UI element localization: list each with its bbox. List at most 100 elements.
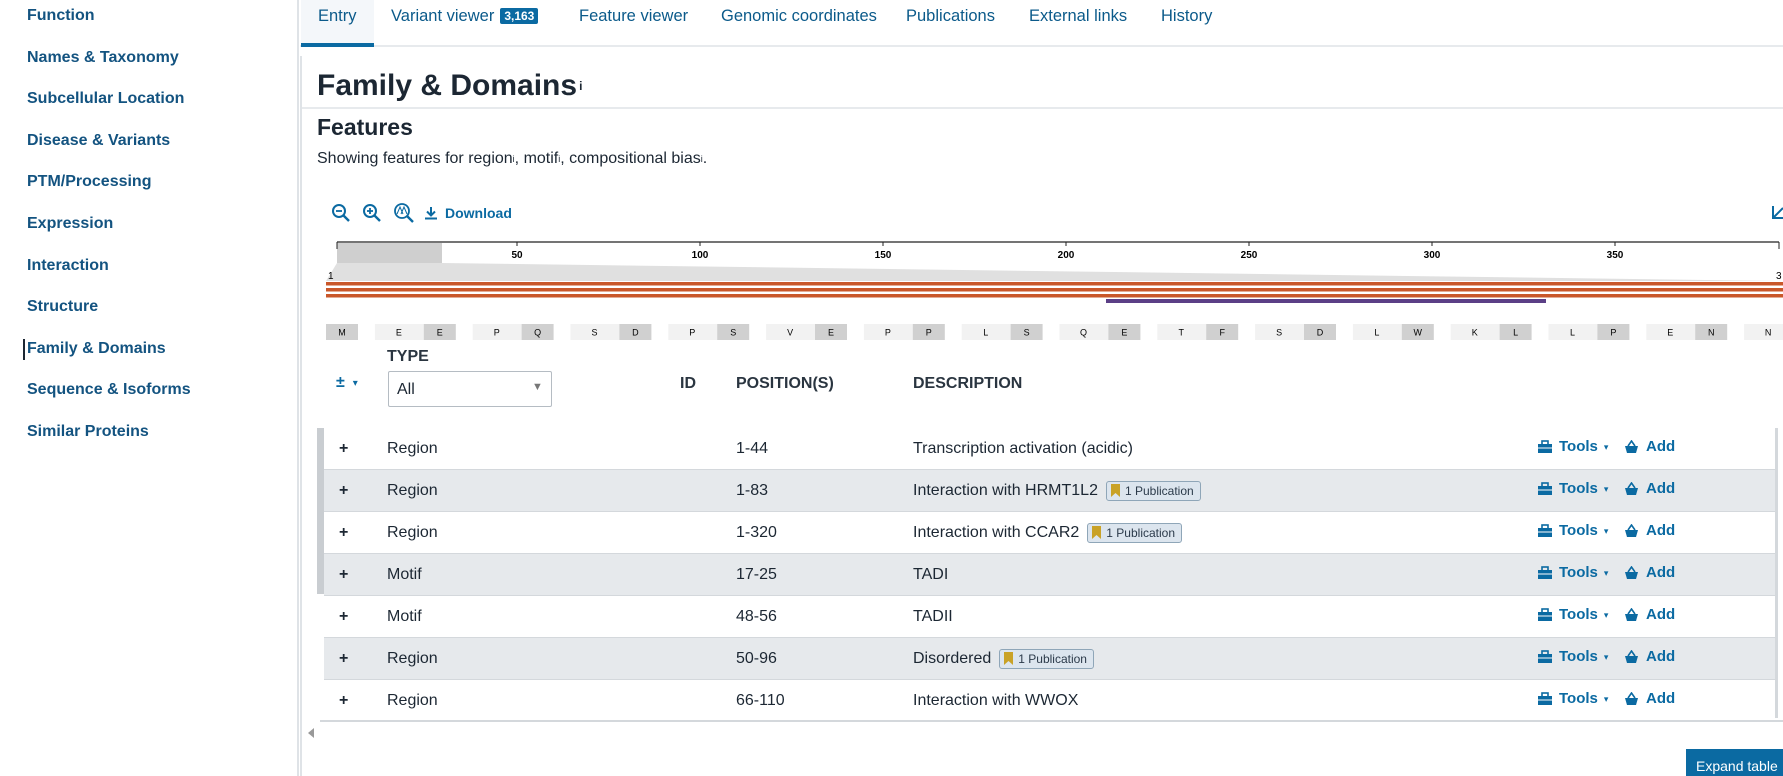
intro: Showing features for regioni, motifi, co…: [317, 149, 707, 169]
sidebar-link[interactable]: Expression: [27, 215, 114, 232]
tab[interactable]: Publications: [906, 6, 995, 26]
residue: N: [1708, 328, 1715, 338]
tools-label: Tools: [1559, 522, 1598, 539]
tools-menu[interactable]: Tools ▾: [1537, 479, 1608, 499]
tab[interactable]: Genomic coordinates: [721, 6, 877, 26]
info-icon[interactable]: i: [558, 154, 561, 164]
cell-description: TADII: [913, 607, 953, 627]
row-scroll-bar: [317, 428, 324, 594]
zoom-out-button[interactable]: [331, 203, 351, 223]
add-label: Add: [1646, 522, 1676, 539]
tools-caret: ▾: [1603, 568, 1609, 578]
sidebar-link[interactable]: Subcellular Location: [27, 90, 185, 107]
tools-menu[interactable]: Tools ▾: [1537, 689, 1608, 709]
expand-table-button[interactable]: Expand table: [1686, 749, 1783, 776]
add-basket[interactable]: Add: [1624, 647, 1675, 667]
download-button[interactable]: Download: [424, 203, 512, 223]
expand-row[interactable]: +: [339, 440, 349, 457]
residue: P: [494, 328, 500, 338]
add-basket[interactable]: Add: [1624, 437, 1675, 457]
sidebar-link[interactable]: Disease & Variants: [27, 132, 171, 149]
cell-description: Interaction with WWOX: [913, 691, 1078, 711]
sidebar-link[interactable]: Function: [27, 7, 95, 24]
tab[interactable]: Entry: [318, 6, 357, 26]
toggle-all[interactable]: ± ▾: [336, 374, 358, 392]
publication-label: 1 Publication: [1106, 526, 1176, 540]
tab[interactable]: Feature viewer: [579, 6, 688, 26]
cell-positions: 1-44: [736, 440, 769, 457]
toolbox-icon: [1538, 440, 1552, 453]
tools-caret: ▾: [1603, 526, 1609, 536]
scroll-left[interactable]: [307, 728, 315, 738]
residue-bg: [1255, 324, 1304, 340]
tab[interactable]: External links: [1029, 6, 1127, 26]
toolbox-icon: [1538, 566, 1552, 579]
residue-bg: [570, 324, 620, 340]
cell-type: Region: [387, 650, 438, 667]
filter-caret: ▼: [532, 381, 543, 393]
residue: S: [1024, 328, 1030, 338]
tab-label: Feature viewer: [579, 7, 689, 25]
reset-zoom-button[interactable]: [393, 203, 415, 223]
sidebar-link[interactable]: Structure: [27, 298, 99, 315]
cell-description: Interaction with HRMT1L2 1 Publication: [913, 481, 1201, 501]
expand-row[interactable]: +: [339, 566, 349, 583]
tools-menu[interactable]: Tools ▾: [1537, 563, 1608, 583]
download-label: Download: [445, 205, 512, 221]
add-basket[interactable]: Add: [1624, 689, 1675, 709]
tools-caret: ▾: [1603, 442, 1609, 452]
publication-badge[interactable]: 1 Publication: [1087, 523, 1183, 543]
residue: K: [1472, 328, 1478, 338]
ruler-tick-label: 350: [1607, 250, 1624, 261]
residue-bg: [1401, 324, 1434, 340]
description-text: Disordered: [913, 650, 992, 667]
cell-positions: 66-110: [736, 692, 785, 709]
sidebar-link[interactable]: Similar Proteins: [27, 423, 149, 440]
info-icon[interactable]: i: [700, 154, 703, 164]
type-filter[interactable]: All ▼: [388, 371, 552, 407]
tools-caret: ▾: [1603, 484, 1609, 494]
fullscreen-button[interactable]: [1770, 202, 1783, 222]
section-title: Family & Domains i: [317, 68, 582, 104]
sidebar-link[interactable]: PTM/Processing: [27, 173, 152, 190]
add-basket[interactable]: Add: [1624, 605, 1675, 625]
ruler-tick-label: 150: [875, 250, 892, 261]
table-row: [324, 512, 1775, 554]
basket-icon: [1625, 482, 1638, 495]
residue-bg: [717, 324, 750, 340]
ruler-tick-label: 250: [1241, 250, 1258, 261]
residue: P: [689, 328, 695, 338]
tab[interactable]: History: [1161, 6, 1212, 26]
residue-bg: [961, 324, 1011, 340]
sidebar-link[interactable]: Names & Taxonomy: [27, 49, 179, 66]
publication-badge[interactable]: 1 Publication: [999, 649, 1094, 669]
tools-menu[interactable]: Tools ▾: [1537, 605, 1608, 625]
tools-menu[interactable]: Tools ▾: [1537, 647, 1608, 667]
expand-row[interactable]: +: [339, 692, 349, 709]
tab[interactable]: Variant viewer 3,163: [391, 6, 539, 26]
publication-badge[interactable]: 1 Publication: [1105, 481, 1201, 501]
add-basket[interactable]: Add: [1624, 563, 1675, 583]
tools-menu[interactable]: Tools ▾: [1537, 437, 1608, 457]
zoom-in-button[interactable]: [362, 203, 382, 223]
expand-row[interactable]: +: [339, 524, 349, 541]
info-icon[interactable]: i: [579, 79, 583, 93]
expand-row[interactable]: +: [339, 650, 349, 667]
ruler-tick-label: 300: [1424, 250, 1441, 261]
tools-label: Tools: [1559, 690, 1598, 707]
expand-row[interactable]: +: [339, 482, 349, 499]
sidebar-link[interactable]: Family & Domains: [27, 340, 166, 357]
sidebar-link[interactable]: Sequence & Isoforms: [27, 381, 191, 398]
tools-menu[interactable]: Tools ▾: [1537, 521, 1608, 541]
expand-row[interactable]: +: [339, 608, 349, 625]
feature-track: [326, 294, 1783, 298]
add-basket[interactable]: Add: [1624, 521, 1675, 541]
tab-label: Genomic coordinates: [721, 7, 877, 25]
bookmark-icon: [1004, 652, 1014, 665]
info-icon[interactable]: i: [512, 154, 515, 164]
basket-icon: [1625, 650, 1638, 663]
sidebar-link[interactable]: Interaction: [27, 257, 109, 274]
bookmark-icon: [1110, 484, 1120, 497]
add-basket[interactable]: Add: [1624, 479, 1675, 499]
motif-track: [1106, 299, 1546, 303]
